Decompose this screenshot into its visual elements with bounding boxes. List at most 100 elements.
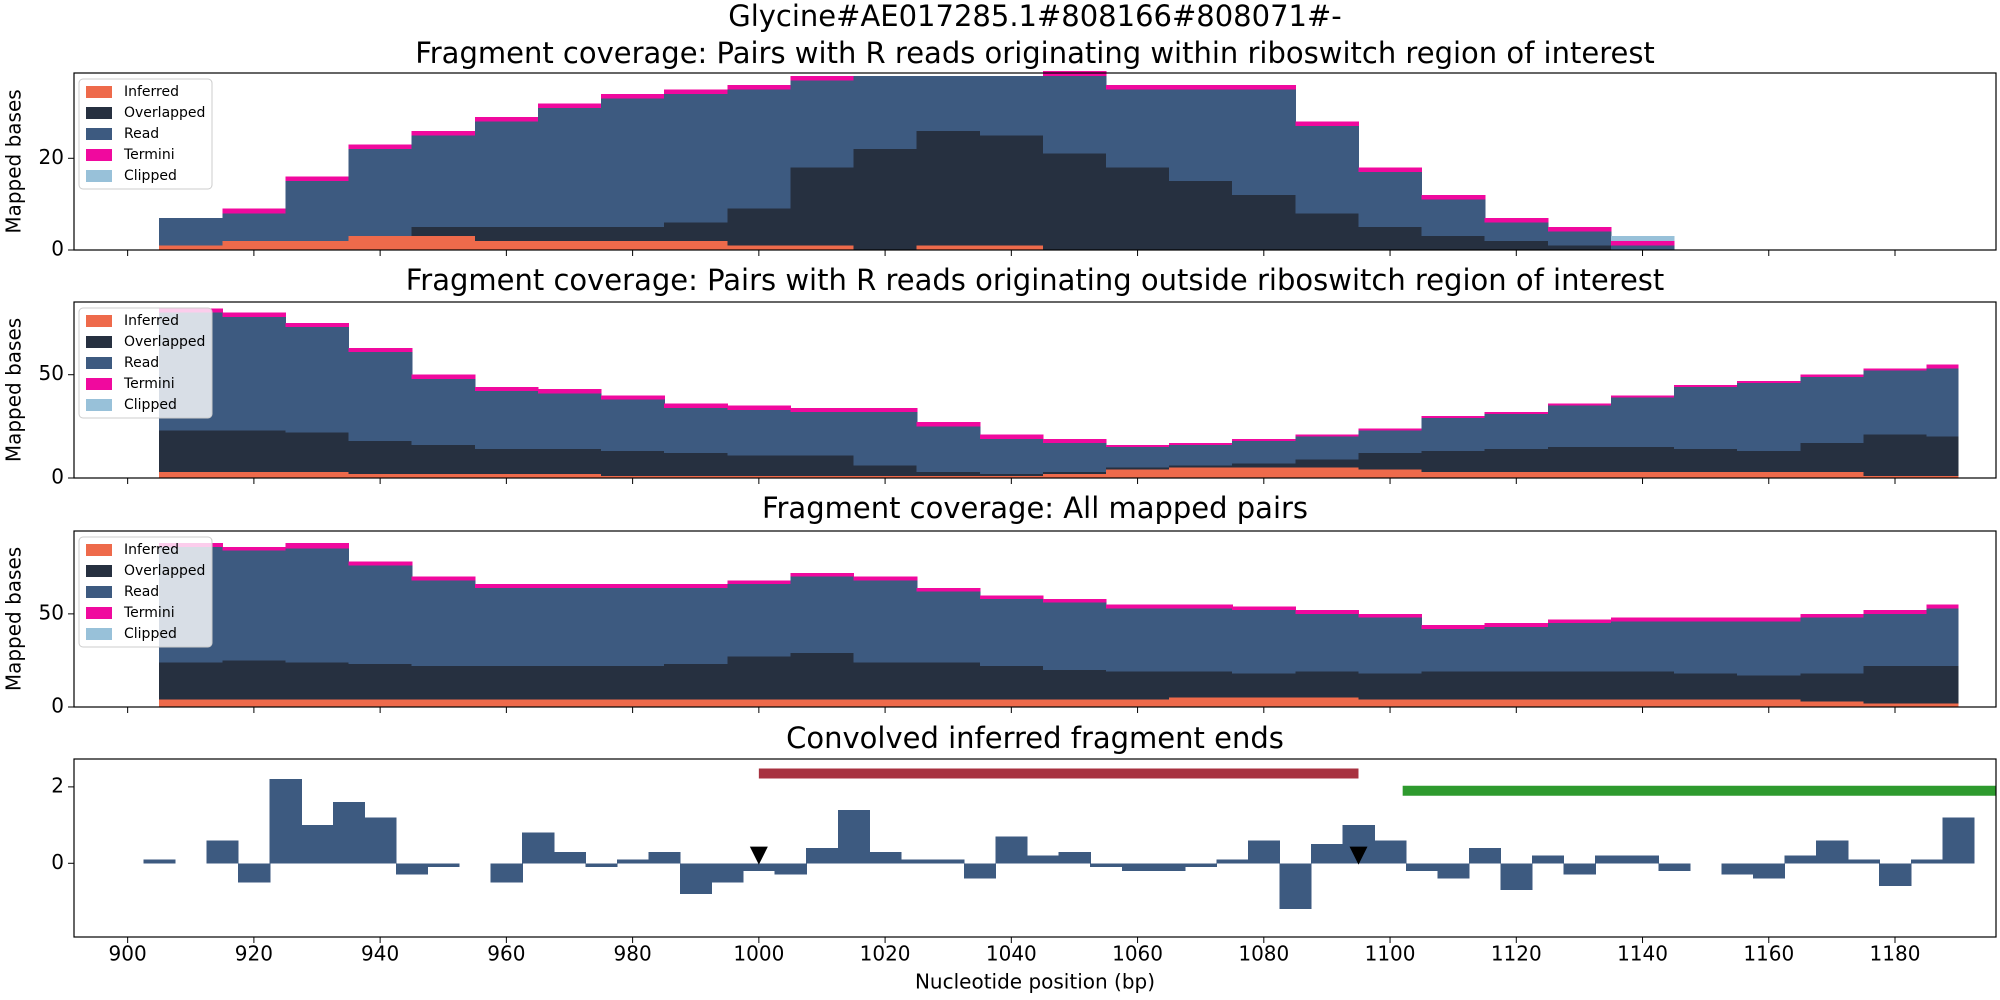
- area-segment: [1926, 368, 1959, 437]
- area-segment: [1610, 240, 1675, 246]
- area-segment: [537, 699, 602, 707]
- area-segment: [1863, 703, 1928, 707]
- panel-title: Fragment coverage: Pairs with R reads or…: [406, 263, 1665, 297]
- area-segment: [601, 240, 665, 250]
- bar: [616, 859, 649, 864]
- bar: [206, 840, 239, 864]
- y-tick-label: 0: [51, 237, 64, 261]
- area-segment: [979, 434, 1044, 439]
- area-segment: [1421, 699, 1486, 707]
- area-segment: [727, 245, 792, 250]
- area-segment: [1358, 699, 1423, 707]
- area-segment: [1926, 436, 1959, 476]
- area-segment: [727, 405, 792, 410]
- area-segment: [1042, 153, 1107, 250]
- area-segment: [1169, 467, 1233, 478]
- legend-swatch: [86, 86, 112, 98]
- area-segment: [537, 103, 602, 108]
- area-segment: [1421, 199, 1486, 237]
- area-segment: [853, 75, 918, 150]
- legend-swatch: [86, 544, 112, 556]
- area-segment: [1737, 471, 1801, 478]
- area-segment: [1547, 231, 1612, 246]
- area-segment: [1169, 444, 1233, 466]
- area-segment: [1800, 374, 1865, 377]
- area-segment: [979, 135, 1044, 246]
- area-segment: [1484, 413, 1549, 450]
- area-segment: [1169, 465, 1233, 468]
- bar: [1374, 840, 1407, 864]
- area-segment: [727, 409, 792, 456]
- legend-label: Inferred: [124, 84, 179, 100]
- area-segment: [601, 227, 665, 241]
- area-segment: [1800, 613, 1865, 618]
- area-segment: [285, 548, 350, 663]
- legend-swatch: [86, 378, 112, 390]
- bar: [490, 863, 523, 883]
- area-segment: [727, 89, 792, 209]
- area-segment: [601, 475, 665, 478]
- area-segment: [285, 543, 350, 549]
- area-segment: [1232, 89, 1296, 195]
- area-segment: [1232, 194, 1296, 250]
- area-segment: [411, 378, 476, 445]
- area-segment: [1358, 430, 1423, 454]
- area-segment: [1169, 89, 1233, 182]
- area-segment: [537, 240, 602, 250]
- area-segment: [1484, 217, 1549, 223]
- area-segment: [1800, 442, 1865, 472]
- legend-swatch: [86, 357, 112, 369]
- legend-box: [78, 307, 213, 419]
- area-segment: [916, 75, 981, 131]
- area-segment: [853, 475, 918, 478]
- area-segment: [1358, 617, 1423, 674]
- area-segment: [601, 395, 665, 400]
- area-segment: [1800, 376, 1865, 443]
- x-tick-label: 1140: [1617, 942, 1668, 966]
- area-segment: [474, 240, 539, 250]
- area-segment: [1737, 382, 1801, 452]
- bar: [1437, 863, 1470, 879]
- bar: [1500, 863, 1533, 891]
- area-segment: [1042, 442, 1107, 472]
- area-segment: [411, 576, 476, 581]
- area-segment: [1484, 411, 1549, 414]
- area-segment: [1484, 626, 1549, 672]
- panel-title: Convolved inferred fragment ends: [786, 721, 1284, 755]
- area-segment: [537, 473, 602, 478]
- area-segment: [664, 222, 728, 241]
- area-segment: [1358, 469, 1423, 478]
- area-segment: [285, 181, 350, 241]
- legend-swatch: [86, 315, 112, 327]
- area-segment: [601, 666, 665, 700]
- area-segment: [474, 449, 539, 474]
- area-segment: [474, 117, 539, 122]
- area-segment: [1421, 418, 1486, 452]
- bar: [1847, 859, 1880, 864]
- area-segment: [1421, 451, 1486, 472]
- panel: Fragment coverage: Pairs with R reads or…: [2, 36, 1997, 261]
- area-segment: [1042, 669, 1107, 700]
- bar: [1816, 840, 1849, 864]
- area-segment: [411, 227, 476, 237]
- area-segment: [1295, 613, 1360, 672]
- area-segment: [285, 432, 350, 472]
- area-segment: [159, 430, 223, 472]
- area-segment: [1042, 438, 1107, 443]
- area-segment: [474, 584, 539, 588]
- area-segment: [222, 312, 287, 317]
- area-segment: [664, 403, 728, 408]
- x-tick-label: 1180: [1870, 942, 1921, 966]
- area-segment: [1674, 471, 1738, 478]
- area-segment: [1358, 172, 1423, 228]
- area-segment: [1106, 699, 1170, 707]
- bar: [427, 863, 460, 868]
- y-tick-label: 2: [51, 773, 64, 797]
- area-segment: [1674, 699, 1738, 707]
- area-segment: [853, 576, 918, 581]
- area-segment: [1106, 89, 1170, 168]
- area-segment: [1926, 703, 1959, 707]
- area-segment: [1232, 463, 1296, 468]
- area-segment: [222, 208, 287, 214]
- area-segment: [411, 374, 476, 379]
